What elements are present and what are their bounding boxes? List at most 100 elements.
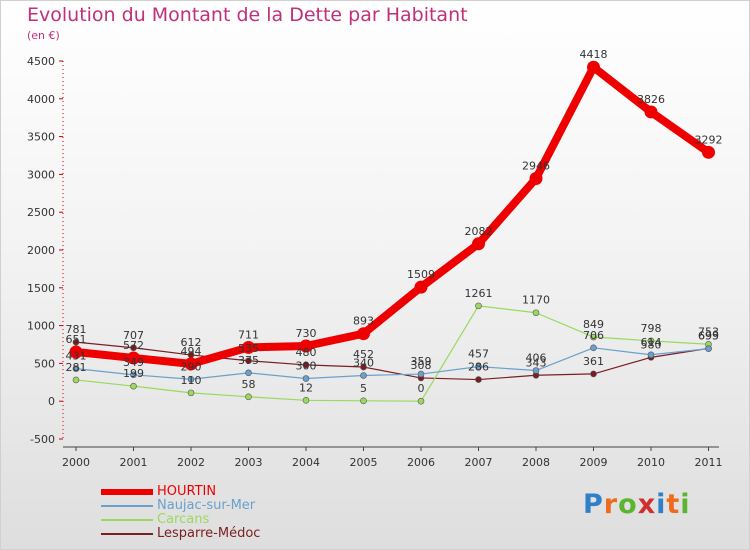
- y-tick-label: 1000: [27, 320, 55, 333]
- data-point: [475, 302, 482, 310]
- logo-letter: r: [603, 489, 619, 520]
- data-label: 431: [66, 350, 87, 363]
- data-label: 3292: [695, 133, 723, 146]
- y-tick-label: 3500: [27, 131, 55, 144]
- y-tick-label: 4000: [27, 93, 55, 106]
- data-point: [590, 344, 597, 352]
- y-tick-label: 4500: [27, 55, 55, 68]
- x-tick-label: 2000: [62, 456, 90, 469]
- data-point: [532, 367, 540, 374]
- data-label: 706: [583, 329, 604, 342]
- logo-letter: t: [666, 489, 681, 520]
- data-label: 1261: [465, 287, 493, 300]
- data-point: [72, 365, 80, 372]
- data-label: 286: [468, 361, 489, 374]
- x-tick-label: 2001: [120, 456, 148, 469]
- data-label: 572: [123, 339, 144, 352]
- series-line-carcans: [75, 305, 710, 402]
- chart-unit-label: (en €): [27, 29, 60, 42]
- series-line-hourtin: [72, 63, 713, 368]
- data-point: [417, 397, 425, 405]
- x-tick-label: 2002: [177, 456, 205, 469]
- data-point: [360, 397, 367, 405]
- data-label: 781: [66, 323, 87, 336]
- data-point: [299, 339, 313, 353]
- data-point: [130, 382, 137, 390]
- data-label: 0: [418, 382, 425, 395]
- data-label: 695: [698, 330, 719, 343]
- legend-swatch: [101, 533, 153, 535]
- data-point: [187, 375, 195, 383]
- data-label: 1170: [522, 294, 550, 307]
- data-label: 753: [698, 325, 719, 338]
- data-point: [702, 145, 715, 159]
- data-point: [302, 396, 310, 404]
- data-point: [532, 309, 540, 317]
- data-label: 58: [242, 378, 256, 391]
- data-point: [475, 363, 482, 370]
- data-label: 4418: [580, 48, 608, 61]
- data-label: 3826: [637, 93, 665, 106]
- y-tick-label: 3000: [27, 168, 55, 181]
- data-label: 281: [66, 361, 87, 374]
- data-label: 651: [66, 333, 87, 346]
- data-label: 2946: [522, 159, 550, 172]
- data-point: [245, 357, 252, 365]
- y-tick-label: 0: [48, 395, 55, 408]
- data-label: 199: [123, 367, 144, 380]
- series-layer: [69, 60, 715, 405]
- data-point: [302, 375, 310, 382]
- data-point: [705, 345, 712, 352]
- legend-swatch: [101, 489, 153, 495]
- data-label: 707: [123, 329, 144, 342]
- data-label: 5: [360, 382, 367, 395]
- data-point: [360, 363, 367, 371]
- data-label: 110: [181, 374, 202, 387]
- data-label: 290: [181, 360, 202, 373]
- data-label: 614: [641, 336, 662, 349]
- x-tick-label: 2009: [580, 456, 608, 469]
- data-label: 457: [468, 348, 489, 361]
- data-label: 349: [123, 356, 144, 369]
- data-point: [72, 376, 80, 384]
- data-label: 699: [698, 329, 719, 342]
- logo-letter: P: [583, 489, 604, 520]
- x-tick-label: 2010: [637, 456, 665, 469]
- data-point: [590, 333, 597, 341]
- data-point: [590, 370, 597, 378]
- logo-letter: x: [637, 489, 657, 520]
- data-label: 798: [641, 322, 662, 335]
- data-label: 730: [296, 327, 317, 340]
- series-line-naujac-sur-mer: [75, 347, 710, 380]
- x-tick-label: 2004: [292, 456, 320, 469]
- data-label: 1509: [407, 268, 435, 281]
- data-point: [417, 370, 425, 378]
- legend-swatch: [101, 519, 153, 521]
- data-point: [245, 369, 252, 377]
- data-label: 452: [353, 348, 374, 361]
- data-point: [130, 344, 137, 352]
- legend-label: Lesparre-Médoc: [157, 526, 261, 541]
- x-tick-label: 2003: [235, 456, 263, 469]
- legend-label: Naujac-sur-Mer: [157, 498, 256, 513]
- data-point: [414, 280, 428, 294]
- data-label: 893: [353, 315, 374, 328]
- data-label: 361: [583, 355, 604, 368]
- data-point: [647, 351, 655, 359]
- data-point: [472, 237, 485, 251]
- legend-label: HOURTIN: [157, 484, 217, 499]
- data-label: 480: [296, 346, 317, 359]
- y-tick-label: -500: [30, 433, 55, 446]
- data-label: 406: [526, 352, 547, 365]
- data-point: [127, 351, 140, 365]
- logo-letter: o: [618, 489, 638, 520]
- data-point: [245, 393, 252, 401]
- legend-label: Carcans: [157, 512, 210, 527]
- data-label: 12: [299, 381, 313, 394]
- data-label: 535: [238, 342, 259, 355]
- data-label: 494: [181, 345, 202, 358]
- y-tick-label: 500: [34, 357, 55, 370]
- data-point: [475, 376, 482, 383]
- x-tick-label: 2008: [522, 456, 550, 469]
